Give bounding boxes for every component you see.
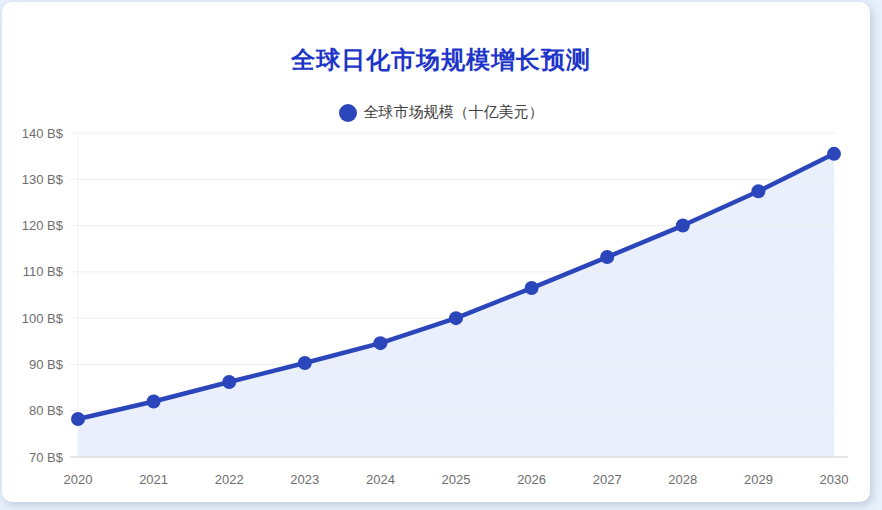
legend-label: 全球市场规模（十亿美元） (364, 103, 544, 122)
chart-title: 全球日化市场规模增长预测 (0, 44, 882, 76)
page: { "chart_data": { "type": "line", "title… (0, 0, 882, 510)
legend-marker-icon (339, 104, 357, 122)
legend-item[interactable]: 全球市场规模（十亿美元） (0, 103, 882, 122)
chart-card (2, 2, 870, 502)
